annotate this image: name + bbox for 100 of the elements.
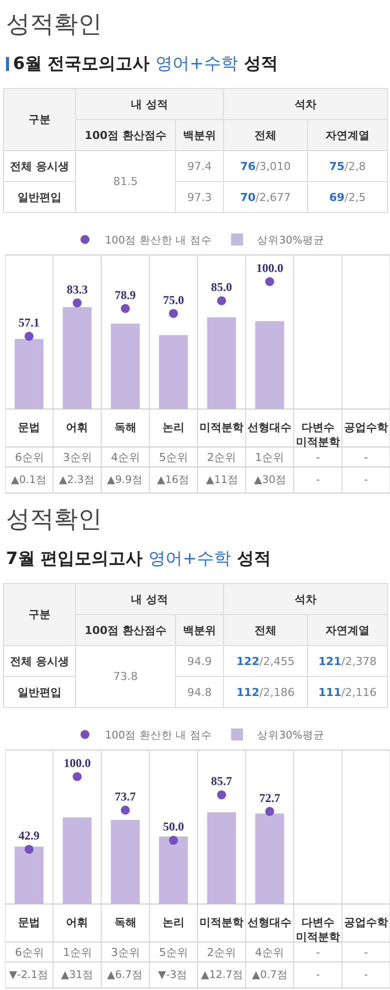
data-label: 85.0 [211, 280, 232, 294]
bar [14, 338, 44, 409]
x-tick-label: 다변수 미적분학 [296, 916, 340, 944]
x-tick-label: 공업수학 [344, 421, 388, 434]
text: 3순위 ▲2.3점 [59, 451, 95, 486]
text: 전체 응시생 [4, 150, 76, 182]
x-tick-label: 어휘 [66, 916, 88, 929]
text: - - [316, 451, 320, 486]
text: 구분 [4, 88, 76, 150]
text: 백분위 [176, 120, 224, 150]
x-tick-label: 논리 [162, 421, 184, 434]
point [24, 844, 34, 854]
text: 81.5 [76, 150, 176, 212]
text: 6순위 ▼-2.1점 [9, 946, 49, 981]
text: 5순위 ▼-3점 [158, 946, 188, 981]
bar [159, 335, 188, 409]
text: 70/2,677 [240, 190, 291, 204]
text: 석차 [224, 88, 388, 120]
bar [255, 321, 284, 409]
text: 1순위 ▲31점 [61, 946, 94, 981]
text: 111/2,116 [318, 686, 377, 698]
text: 100점 환산점수 [76, 614, 176, 646]
x-tick-label: 문법 [18, 421, 40, 434]
text: 76/3,010 [240, 160, 291, 172]
text: 구분 [4, 584, 76, 646]
x-tick-label: 공업수학 [344, 916, 388, 929]
text: 내 성적 [76, 584, 224, 614]
text: 일반편입 [4, 182, 76, 212]
bar [110, 820, 140, 904]
text: 97.3 [176, 182, 224, 212]
text: 1순위 ▲30점 [254, 451, 286, 486]
text: 4순위 ▲9.9점 [107, 451, 143, 486]
point [265, 277, 274, 286]
data-label: 83.3 [66, 282, 88, 296]
data-label: 72.7 [259, 790, 280, 805]
bar [62, 307, 92, 409]
text: 백분위 [176, 614, 224, 646]
text: 자연계열 [308, 614, 388, 646]
data-label: 73.7 [114, 789, 136, 804]
text: - - [316, 946, 320, 981]
data-label: 85.7 [211, 774, 232, 788]
point [168, 308, 178, 318]
x-tick-label: 어휘 [66, 421, 88, 434]
text: 6순위 ▲0.1점 [11, 451, 47, 486]
legend-label: 100점 환산한 내 점수 [105, 234, 212, 247]
text: 94.8 [176, 676, 224, 708]
text: 69/2,5 [329, 190, 366, 204]
text: 2순위 ▲11점 [206, 451, 238, 486]
x-tick-label: 문법 [18, 916, 40, 929]
point [265, 806, 274, 816]
legend-label: 100점 환산한 내 점수 [105, 730, 212, 742]
text: 전체 [224, 120, 308, 150]
x-tick-label: 다변수 미적분학 [296, 421, 340, 448]
x-tick-label: 논리 [162, 916, 184, 929]
point [24, 332, 34, 341]
point [72, 298, 82, 308]
point [120, 806, 130, 815]
bar [255, 814, 284, 904]
text: 내 성적 [76, 88, 224, 120]
text: 122/2,455 [236, 654, 295, 668]
bar [62, 817, 92, 904]
bar [159, 836, 188, 904]
text: 75/2,8 [329, 160, 366, 172]
text: 전체 응시생 [4, 646, 76, 676]
text: 3순위 ▲6.7점 [107, 946, 143, 981]
text: 121/2,378 [318, 654, 377, 668]
x-tick-label: 미적분학 [200, 421, 244, 434]
text: 성적확인 [6, 504, 102, 535]
bar [110, 324, 140, 409]
x-tick-label: 선형대수 [248, 421, 292, 434]
text: 7월 편입모의고사 영어+수학 성적 [6, 548, 271, 570]
text: 일반편입 [4, 676, 76, 708]
text: 4순위 ▲0.7점 [252, 946, 288, 981]
point [72, 772, 82, 782]
data-label: 50.0 [162, 820, 184, 834]
text: 2순위 ▲12.7점 [201, 946, 244, 981]
x-tick-label: 독해 [114, 916, 136, 929]
text: 73.8 [76, 646, 176, 708]
legend-label: 상위30%평균 [257, 234, 324, 247]
x-tick-label: 독해 [114, 421, 136, 434]
data-label: 57.1 [18, 316, 40, 330]
bar [207, 317, 236, 409]
data-label: 78.9 [114, 288, 136, 302]
legend-label: 상위30%평균 [257, 730, 324, 742]
point [217, 296, 226, 306]
x-tick-label: 선형대수 [248, 916, 292, 929]
data-label: 100.0 [64, 756, 91, 770]
x-tick-label: 미적분학 [200, 916, 244, 929]
data-label: 42.9 [18, 828, 40, 843]
text: - - [364, 451, 368, 486]
point [120, 304, 130, 313]
point [217, 790, 226, 800]
text: 성적확인 [6, 9, 102, 40]
bar [14, 846, 44, 904]
data-label: 100.0 [256, 261, 284, 276]
text: 94.9 [176, 646, 224, 676]
text: 6월 전국모의고사 영어+수학 성적 [12, 53, 278, 75]
text: 자연계열 [308, 120, 388, 150]
text: 112/2,186 [236, 686, 295, 698]
bar [207, 812, 236, 904]
